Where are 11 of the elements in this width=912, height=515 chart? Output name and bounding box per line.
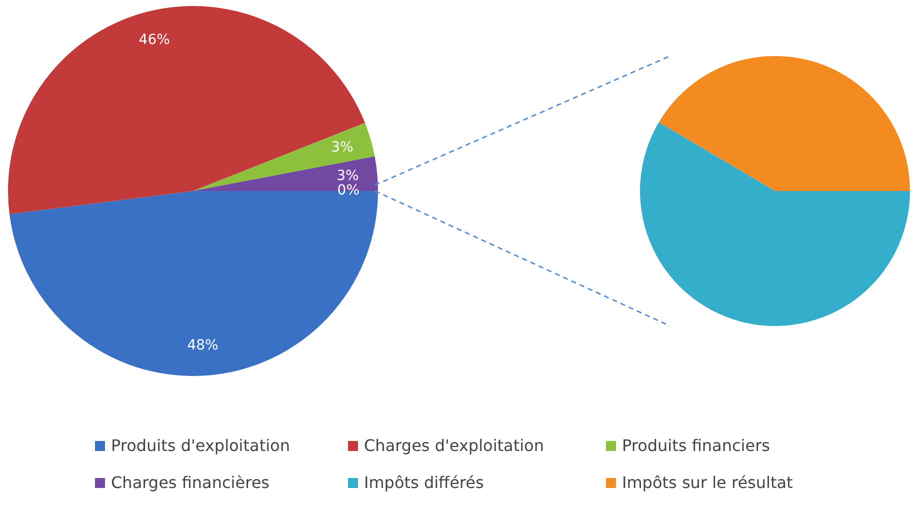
data-label: 3% [336, 168, 359, 184]
legend-label: Charges financières [111, 473, 270, 492]
legend-label: Charges d'exploitation [364, 436, 544, 455]
legend-label: Impôts différés [364, 473, 484, 492]
legend-label: Produits d'exploitation [111, 436, 290, 455]
data-label: 3% [331, 139, 354, 156]
data-label: 48% [187, 338, 218, 354]
text: 0% [337, 182, 360, 199]
legend-label: Produits financiers [622, 436, 770, 455]
data-label: 46% [138, 32, 170, 48]
legend-label: Impôts sur le résultat [622, 473, 793, 492]
